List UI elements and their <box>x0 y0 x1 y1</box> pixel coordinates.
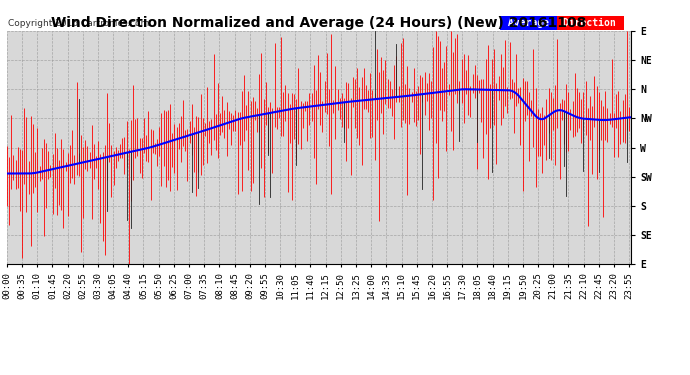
Text: Direction: Direction <box>558 18 622 28</box>
Text: Average: Average <box>502 18 555 28</box>
Title: Wind Direction Normalized and Average (24 Hours) (New) 20161108: Wind Direction Normalized and Average (2… <box>52 16 586 30</box>
Text: Copyright 2016 Cartronics.com: Copyright 2016 Cartronics.com <box>8 20 149 28</box>
